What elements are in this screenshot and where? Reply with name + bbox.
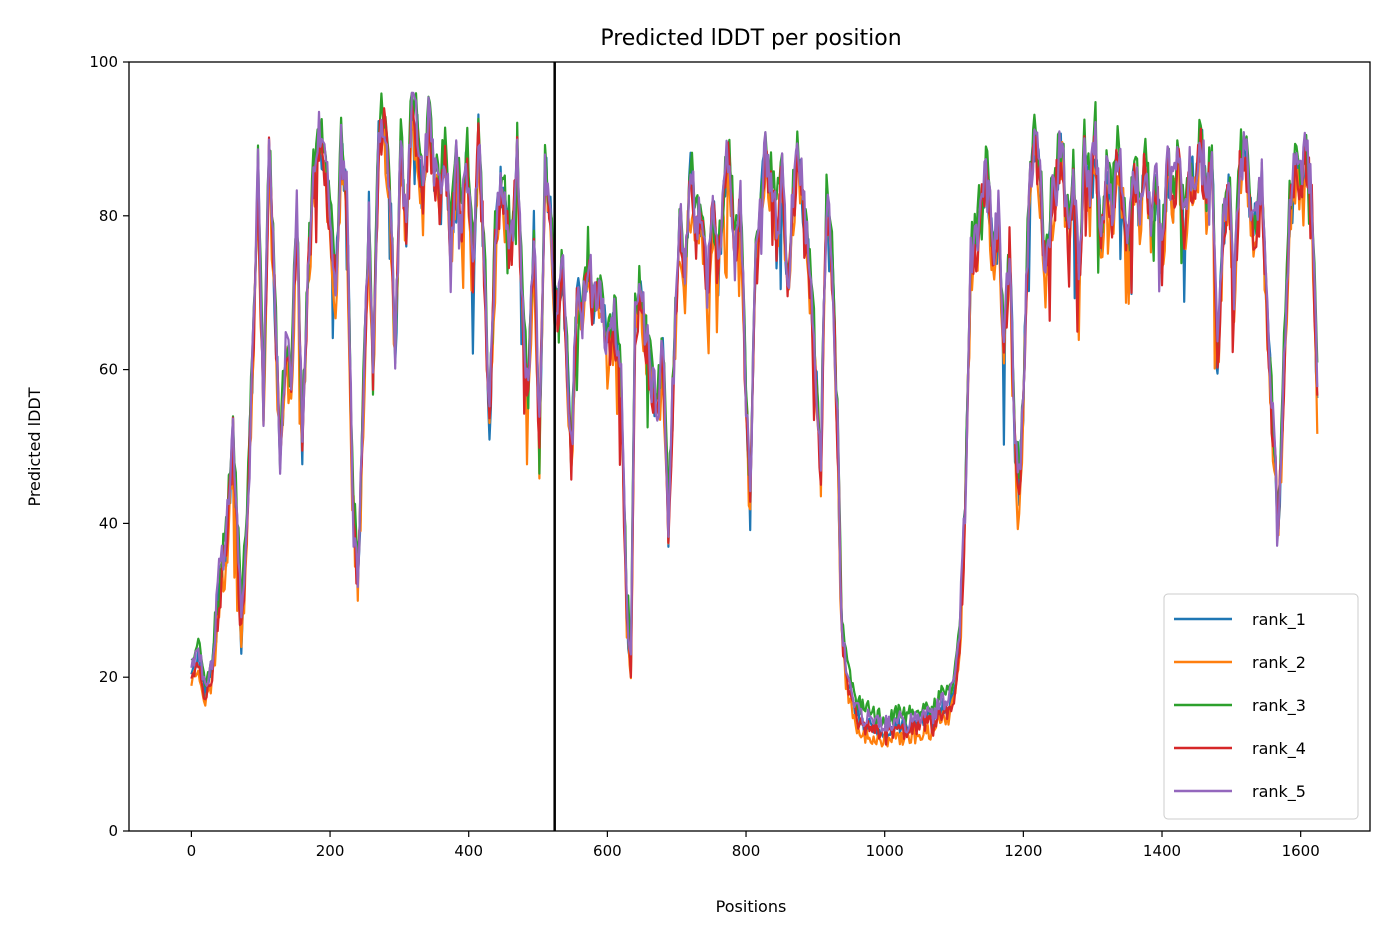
y-axis-label: Predicted lDDT — [25, 387, 44, 506]
y-tick-label: 100 — [89, 53, 118, 71]
x-tick-label: 1400 — [1143, 842, 1181, 860]
axes-frame — [128, 61, 1371, 832]
legend-label-rank-5: rank_5 — [1252, 782, 1306, 802]
x-tick-label: 600 — [593, 842, 622, 860]
axes: 0 200 400 600 800 1000 1200 1400 1600 0 20 40 60 80 10… — [89, 53, 1371, 860]
y-tick-label: 60 — [99, 361, 118, 379]
x-axis-label: Positions — [716, 897, 787, 916]
legend-box — [1163, 593, 1359, 820]
series-line-rank-5 — [190, 91, 1319, 734]
legend: rank_1 rank_2 rank_3 rank_4 rank_5 — [1163, 593, 1359, 820]
x-tick-label: 200 — [316, 842, 345, 860]
x-tick-label: 400 — [454, 842, 483, 860]
legend-label-rank-2: rank_2 — [1252, 653, 1306, 673]
chart-title: Predicted lDDT per position — [600, 26, 901, 51]
x-tick-label: 800 — [732, 842, 761, 860]
legend-label-rank-1: rank_1 — [1252, 610, 1306, 630]
series-line-rank-4 — [190, 103, 1319, 746]
x-tick-label: 1200 — [1004, 842, 1042, 860]
y-tick-label: 0 — [108, 822, 118, 840]
x-tick-label: 1000 — [866, 842, 904, 860]
y-tick-label: 40 — [99, 514, 118, 532]
y-tick-label: 80 — [99, 207, 118, 225]
x-tick-label: 0 — [187, 842, 197, 860]
legend-label-rank-3: rank_3 — [1252, 696, 1306, 716]
plot-area — [190, 62, 1319, 831]
y-tick-label: 20 — [99, 668, 118, 686]
x-tick-label: 1600 — [1282, 842, 1320, 860]
legend-label-rank-4: rank_4 — [1252, 739, 1306, 759]
